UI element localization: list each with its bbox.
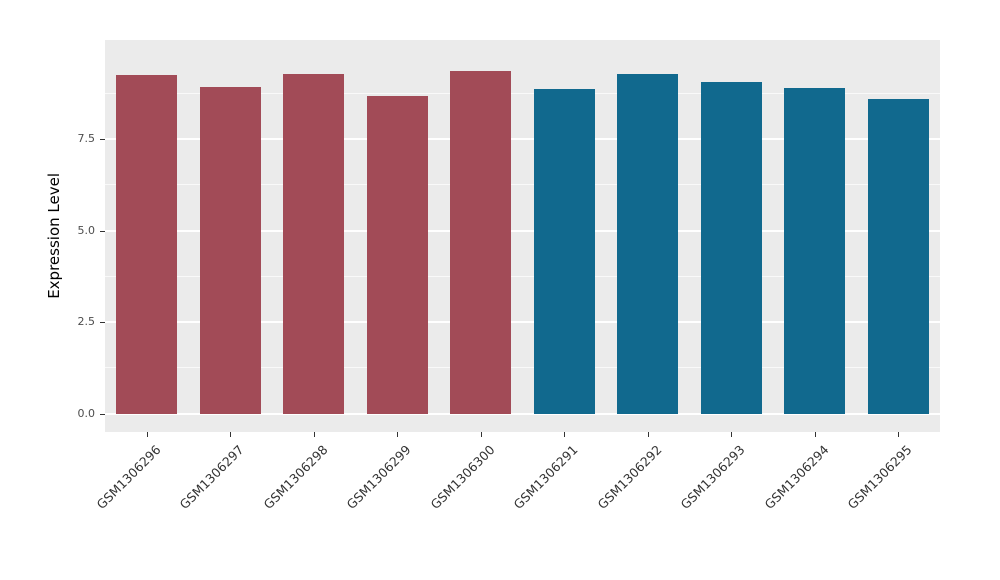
y-tick-mark	[100, 322, 105, 324]
x-tick-label: GSM1306295	[844, 442, 915, 513]
x-tick-label: GSM1306299	[343, 442, 414, 513]
minor-gridline	[105, 184, 940, 186]
x-tick-mark	[898, 432, 900, 437]
x-tick-label: GSM1306294	[761, 442, 832, 513]
x-tick-label: GSM1306292	[594, 442, 665, 513]
x-tick-mark	[564, 432, 566, 437]
y-tick-mark	[100, 413, 105, 415]
x-tick-label: GSM1306300	[427, 442, 498, 513]
bar-GSM1306294	[784, 87, 846, 414]
bar-GSM1306296	[116, 74, 178, 414]
x-tick-mark	[480, 432, 482, 437]
x-tick-mark	[647, 432, 649, 437]
bar-GSM1306293	[700, 81, 762, 414]
x-tick-label: GSM1306293	[677, 442, 748, 513]
minor-gridline	[105, 275, 940, 277]
y-tick-mark	[100, 230, 105, 232]
bar-GSM1306298	[283, 73, 345, 414]
x-tick-label: GSM1306298	[260, 442, 331, 513]
x-tick-mark	[230, 432, 232, 437]
bar-GSM1306297	[199, 86, 261, 414]
y-tick-label: 7.5	[77, 131, 96, 145]
major-gridline	[105, 412, 940, 415]
x-tick-mark	[731, 432, 733, 437]
x-tick-mark	[313, 432, 315, 437]
y-tick-label: 2.5	[77, 315, 96, 329]
x-tick-label: GSM1306296	[93, 442, 164, 513]
plot-panel	[105, 40, 940, 432]
major-gridline	[105, 137, 940, 140]
y-tick-label: 5.0	[77, 223, 96, 237]
x-tick-label: GSM1306291	[510, 442, 581, 513]
major-gridline	[105, 321, 940, 324]
x-tick-label: GSM1306297	[176, 442, 247, 513]
minor-gridline	[105, 92, 940, 94]
bar-GSM1306295	[867, 98, 929, 414]
y-tick-label: 0.0	[77, 406, 96, 420]
bar-GSM1306300	[450, 70, 512, 414]
bar-GSM1306299	[366, 95, 428, 414]
major-gridline	[105, 229, 940, 232]
x-tick-mark	[146, 432, 148, 437]
bar-GSM1306291	[533, 88, 595, 414]
bar-GSM1306292	[617, 73, 679, 414]
x-tick-mark	[814, 432, 816, 437]
x-tick-mark	[397, 432, 399, 437]
y-tick-mark	[100, 138, 105, 140]
minor-gridline	[105, 367, 940, 369]
